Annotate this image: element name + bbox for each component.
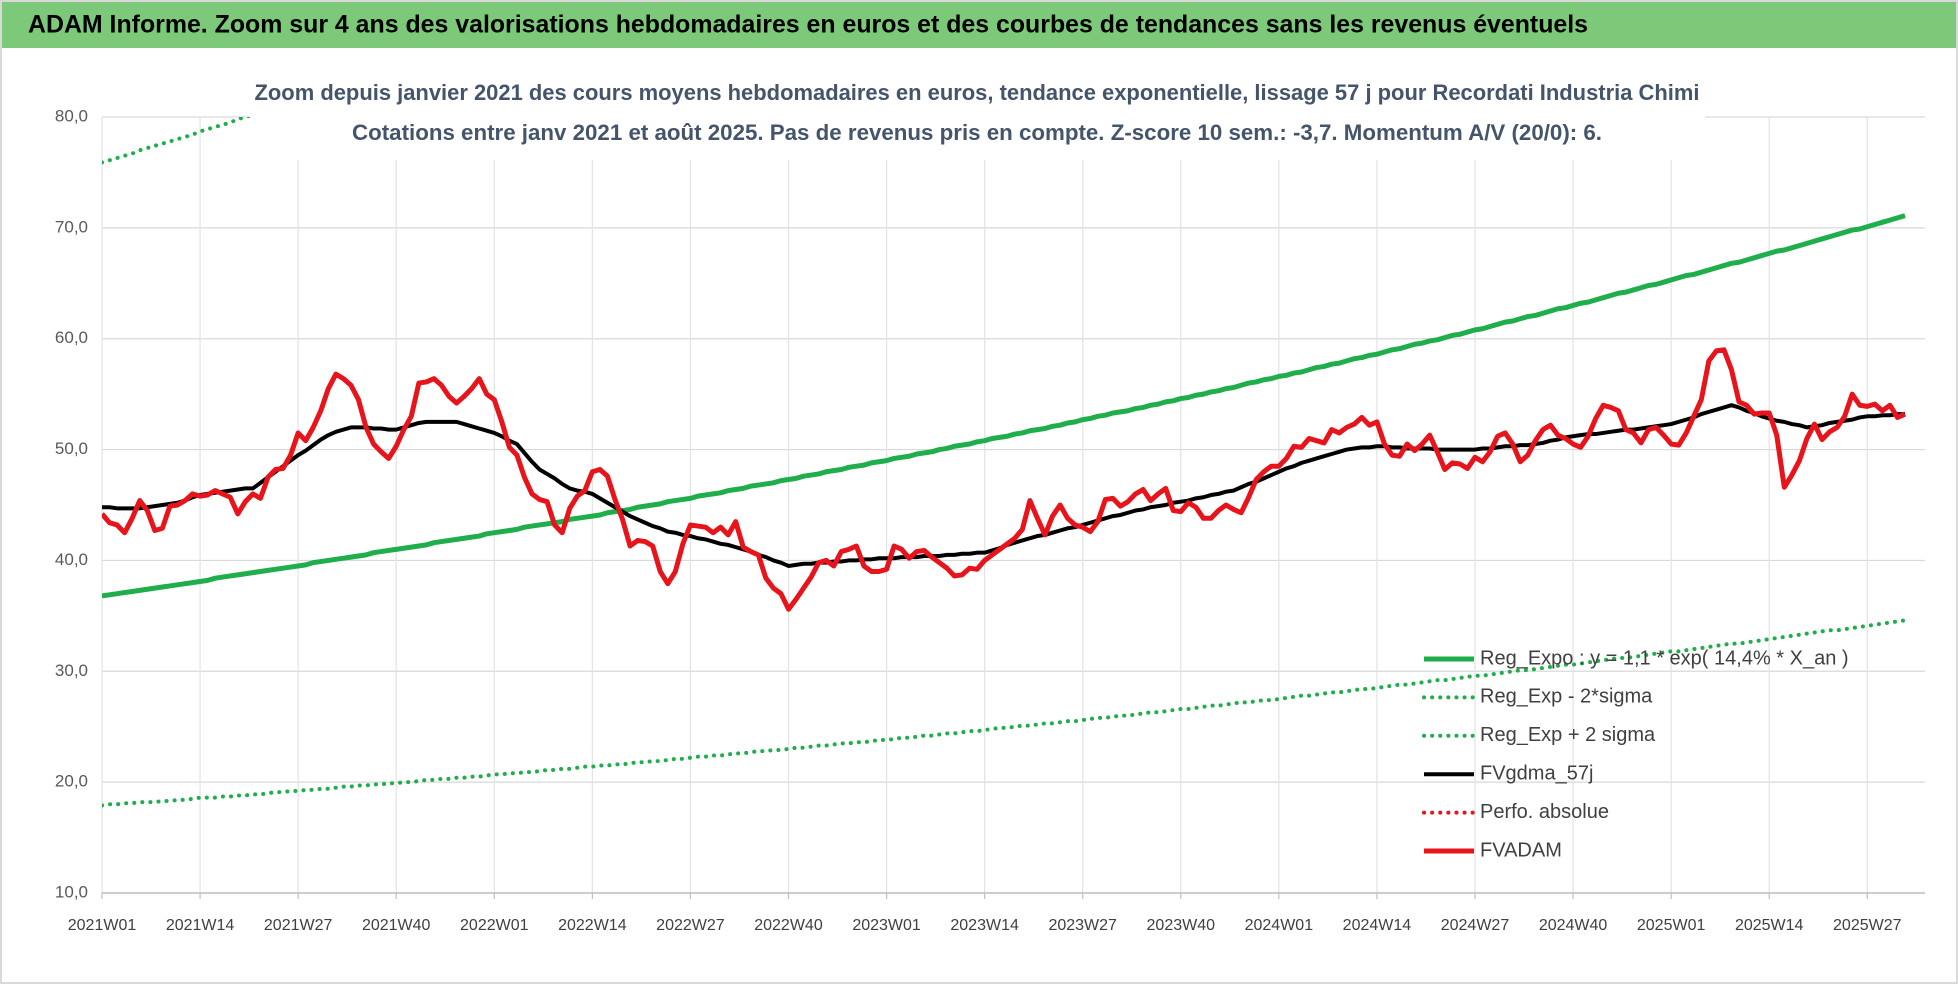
axes: 10,0 20,0 30,0 40,0 50,0 60,0 70,0 80,0 2021W01 2… — [55, 106, 1925, 934]
x-tick-label: 2024W01 — [1245, 917, 1314, 934]
x-tick-label: 2024W14 — [1343, 917, 1412, 934]
chart-title: ADAM Informe. Zoom sur 4 ans des valoris… — [28, 11, 1588, 39]
legend-label: Reg_Exp + 2 sigma — [1480, 724, 1656, 746]
x-tick-label: 2023W27 — [1048, 917, 1117, 934]
x-tick-label: 2024W27 — [1441, 917, 1510, 934]
y-tick-label: 60,0 — [55, 328, 88, 347]
y-tick-label: 30,0 — [55, 661, 88, 680]
legend-label: Reg_Exp - 2*sigma — [1480, 686, 1653, 708]
y-tick-label: 20,0 — [55, 772, 88, 791]
subtitle: Zoom depuis janvier 2021 des cours moyen… — [255, 80, 1700, 105]
x-tick-label: 2025W14 — [1735, 917, 1804, 934]
y-tick-label: 10,0 — [55, 882, 88, 901]
header-bar — [0, 0, 1958, 48]
x-tick-label: 2021W27 — [264, 917, 333, 934]
subtitle: Cotations entre janv 2021 et août 2025. … — [352, 120, 1602, 145]
series-line — [102, 347, 1906, 612]
series-line — [102, 213, 1906, 599]
y-tick-label: 70,0 — [55, 217, 88, 236]
x-tick-label: 2022W01 — [460, 917, 529, 934]
y-tick-label: 40,0 — [55, 550, 88, 569]
x-tick-label: 2024W40 — [1539, 917, 1608, 934]
x-tick-label: 2021W14 — [166, 917, 235, 934]
x-tick-label: 2022W27 — [656, 917, 725, 934]
y-tick-label: 80,0 — [55, 106, 88, 125]
x-tick-label: 2022W40 — [754, 917, 823, 934]
x-tick-label: 2022W14 — [558, 917, 627, 934]
series-line — [102, 618, 1906, 808]
x-tick-label: 2023W01 — [852, 917, 921, 934]
legend: Reg_Expo : y = 1,1 * exp( 14,4% * X_an )… — [1422, 647, 1849, 861]
x-tick-label: 2023W40 — [1147, 917, 1216, 934]
x-tick-label: 2021W40 — [362, 917, 431, 934]
subtitle-box — [250, 72, 1705, 160]
x-tick-label: 2023W14 — [950, 917, 1019, 934]
x-tick-label: 2025W01 — [1637, 917, 1706, 934]
plot-area — [102, 117, 1906, 808]
legend-label: FVgdma_57j — [1480, 762, 1593, 784]
legend-label: Reg_Expo : y = 1,1 * exp( 14,4% * X_an ) — [1480, 647, 1849, 669]
y-tick-label: 50,0 — [55, 439, 88, 458]
legend-label: Perfo. absolue — [1480, 801, 1609, 823]
legend-label: FVADAM — [1480, 839, 1562, 861]
x-tick-label: 2025W27 — [1833, 917, 1902, 934]
x-tick-label: 2021W01 — [68, 917, 137, 934]
